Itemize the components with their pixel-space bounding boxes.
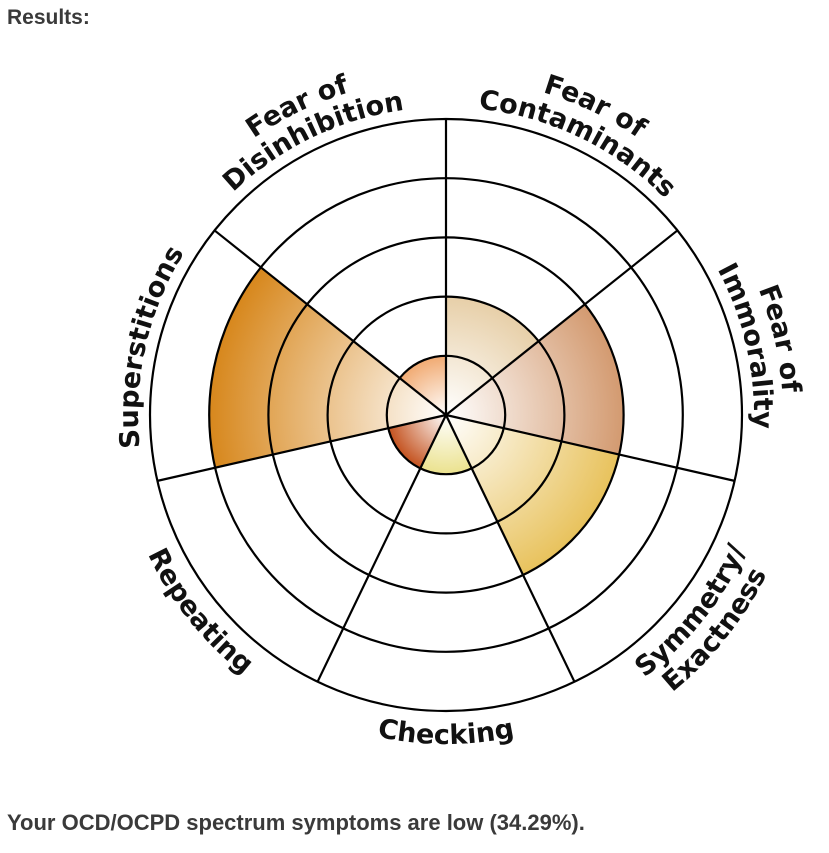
- svg-text:Immorality: Immorality: [711, 258, 778, 429]
- sector-fear-of-contaminants: [446, 296, 539, 415]
- label-checking: Checking: [376, 713, 517, 751]
- grid-spoke: [316, 414, 447, 683]
- results-heading: Results:: [7, 6, 90, 29]
- svg-text:Repeating: Repeating: [141, 543, 259, 680]
- grid-spoke: [213, 229, 447, 416]
- grid-spoke: [445, 413, 735, 482]
- grid-spoke: [157, 413, 447, 482]
- grid-spoke: [445, 414, 576, 683]
- grid-spoke: [445, 229, 679, 416]
- label-repeating: Repeating: [141, 543, 259, 680]
- sector-fear-of-disinhibition: [399, 355, 446, 415]
- sector-fear-of-immorality: [446, 304, 624, 455]
- grid-layer: [148, 117, 744, 713]
- label-superstitions: Superstitions: [114, 240, 190, 449]
- summary-text: Your OCD/OCPD spectrum symptoms are low …: [7, 810, 585, 835]
- svg-text:Superstitions: Superstitions: [114, 240, 190, 449]
- svg-text:Checking: Checking: [376, 713, 517, 751]
- sector-checking: [420, 415, 472, 475]
